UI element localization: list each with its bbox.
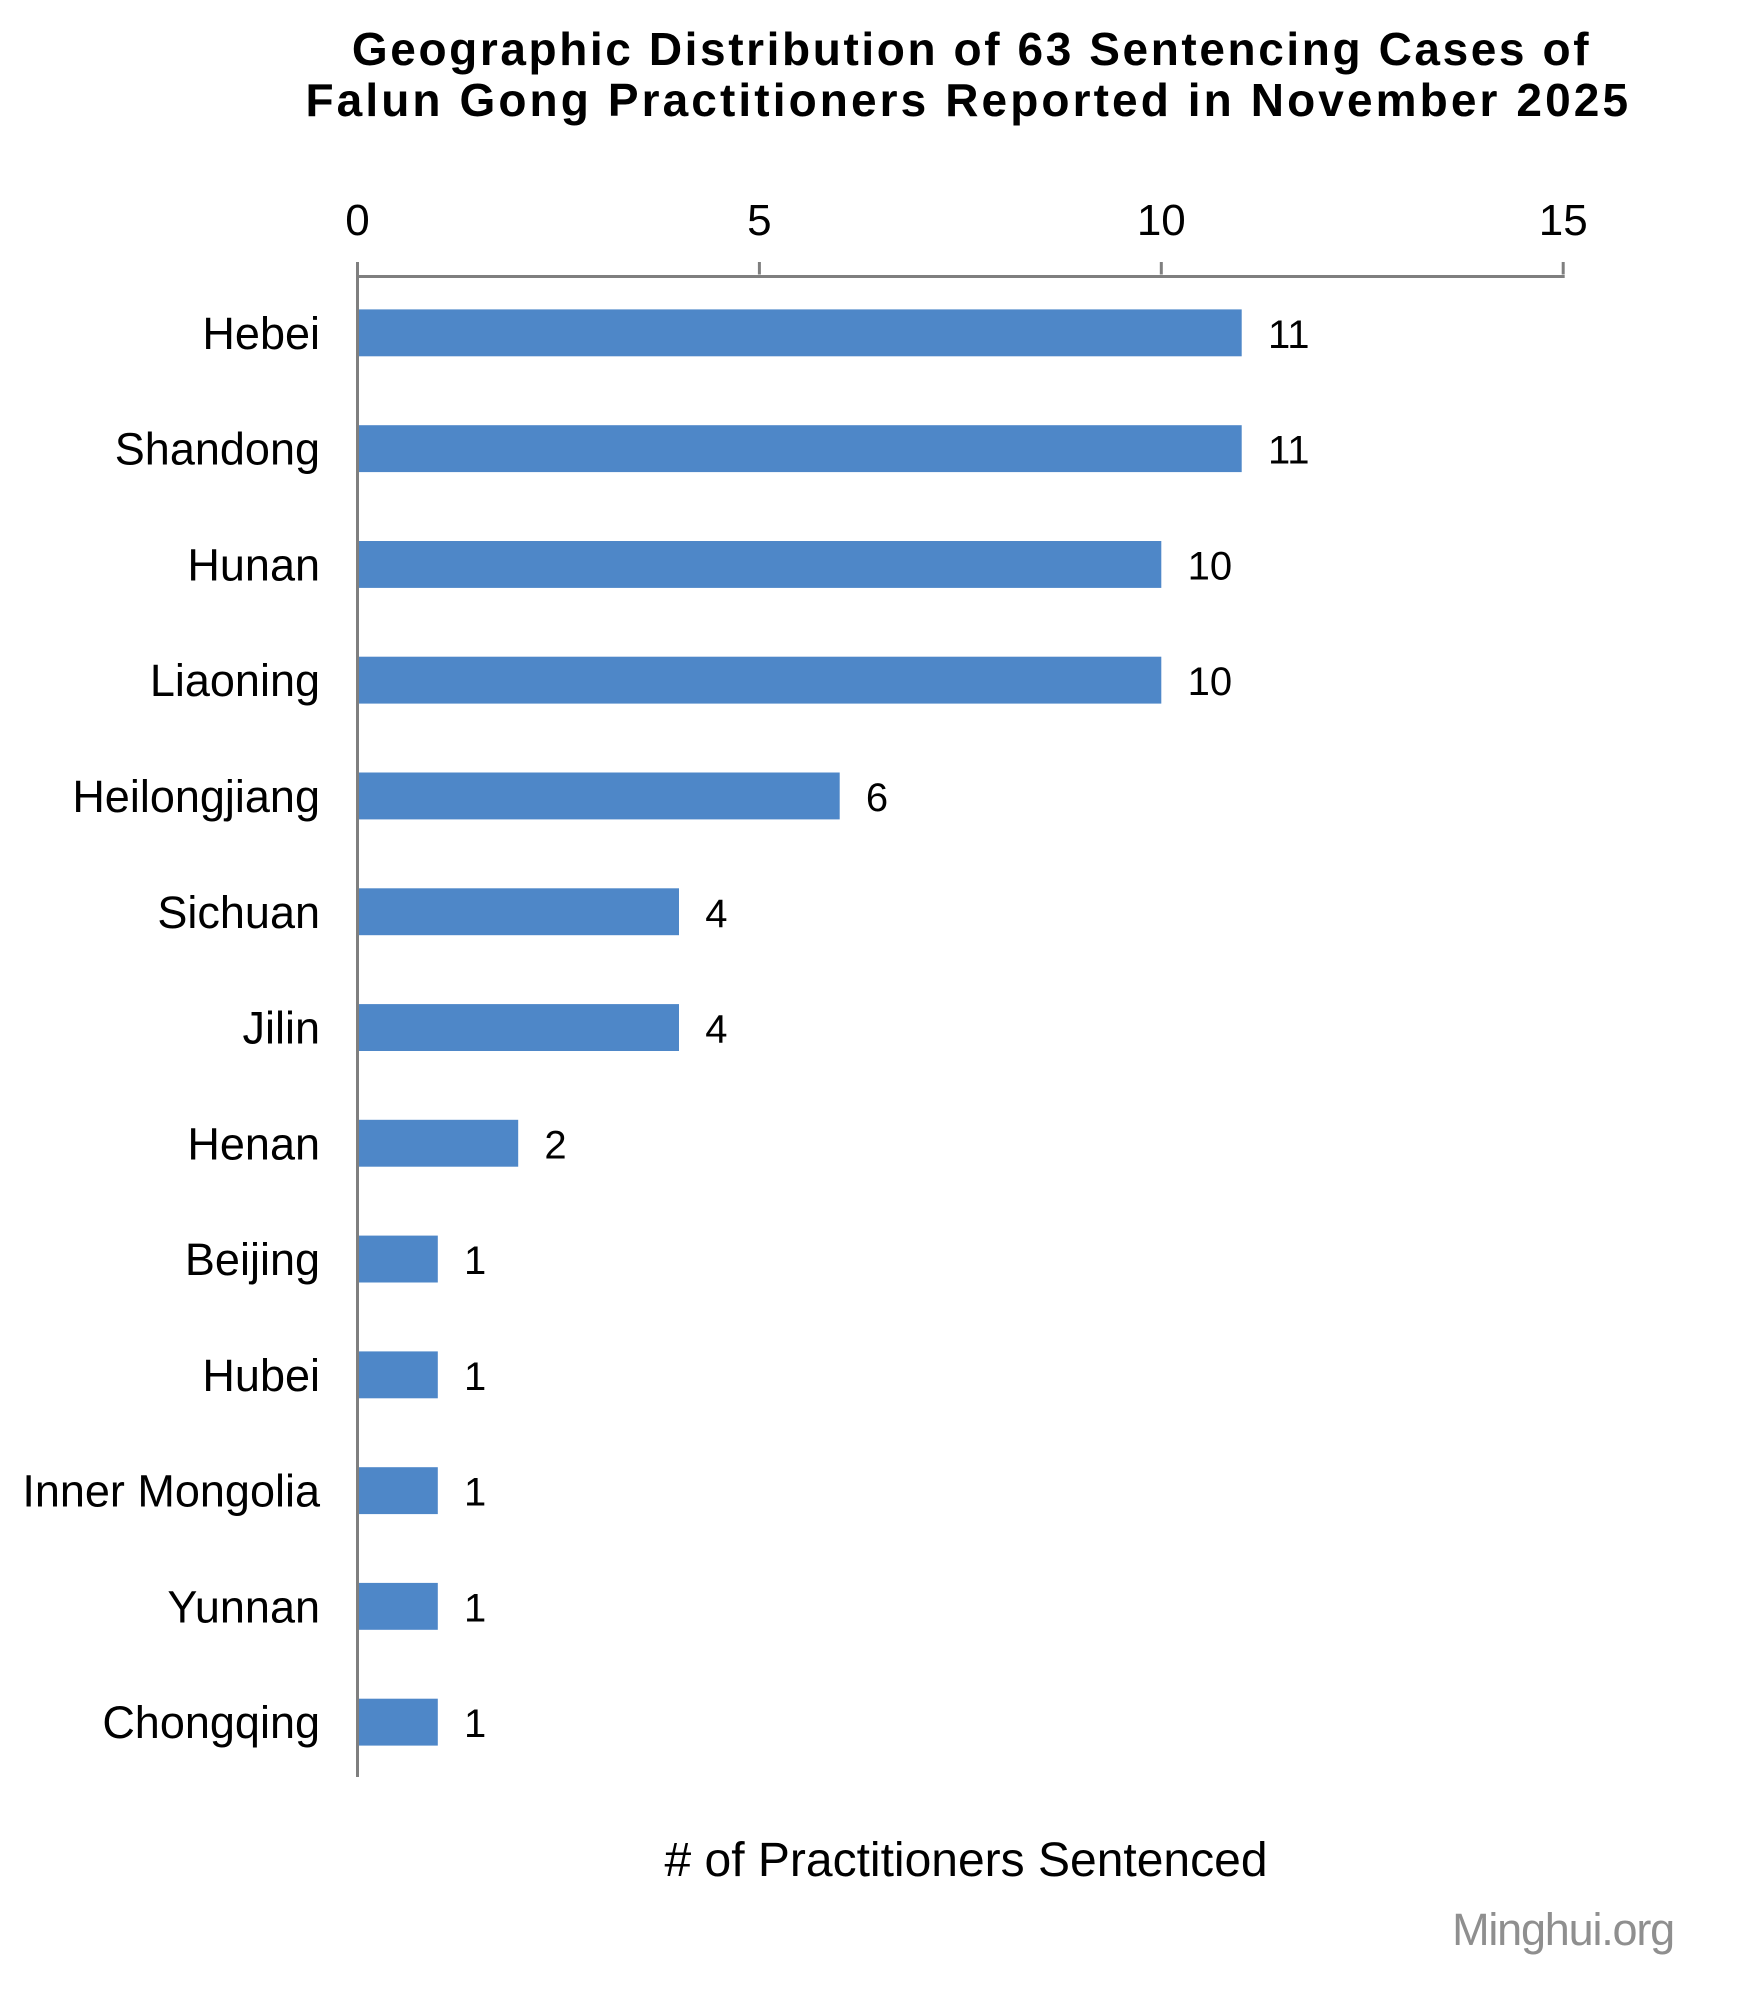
svg-text:10: 10	[1188, 544, 1233, 588]
svg-text:Geographic Distribution of 63: Geographic Distribution of 63 Sentencing…	[352, 23, 1591, 75]
svg-text:Liaoning: Liaoning	[150, 655, 320, 706]
svg-text:Beijing: Beijing	[185, 1234, 320, 1285]
svg-text:Shandong: Shandong	[115, 424, 320, 475]
svg-text:0: 0	[345, 196, 369, 245]
svg-text:1: 1	[464, 1239, 486, 1283]
svg-text:Inner Mongolia: Inner Mongolia	[22, 1466, 321, 1517]
svg-text:11: 11	[1268, 313, 1310, 357]
svg-text:Minghui.org: Minghui.org	[1452, 1904, 1674, 1955]
svg-text:1: 1	[464, 1586, 486, 1630]
svg-text:# of Practitioners Sentenced: # of Practitioners Sentenced	[664, 1834, 1267, 1887]
svg-text:2: 2	[544, 1123, 566, 1167]
svg-text:10: 10	[1188, 660, 1233, 704]
svg-text:4: 4	[705, 1008, 727, 1052]
svg-text:Henan: Henan	[187, 1118, 320, 1169]
svg-text:Hunan: Hunan	[187, 539, 320, 590]
svg-text:Falun Gong Practitioners Repor: Falun Gong Practitioners Reported in Nov…	[305, 74, 1631, 126]
svg-text:Hubei: Hubei	[202, 1350, 320, 1401]
svg-text:6: 6	[866, 776, 888, 820]
svg-text:15: 15	[1539, 196, 1588, 245]
svg-text:4: 4	[705, 892, 727, 936]
svg-text:1: 1	[464, 1355, 486, 1399]
svg-text:5: 5	[747, 196, 771, 245]
svg-text:Yunnan: Yunnan	[167, 1581, 320, 1632]
svg-text:11: 11	[1268, 429, 1310, 473]
svg-text:Sichuan: Sichuan	[157, 887, 320, 938]
svg-text:Chongqing: Chongqing	[102, 1697, 320, 1748]
svg-text:Heilongjiang: Heilongjiang	[72, 771, 320, 822]
svg-text:10: 10	[1137, 196, 1186, 245]
svg-text:Jilin: Jilin	[242, 1003, 320, 1054]
svg-text:Hebei: Hebei	[202, 308, 320, 359]
svg-text:1: 1	[464, 1471, 486, 1515]
svg-text:1: 1	[464, 1702, 486, 1746]
